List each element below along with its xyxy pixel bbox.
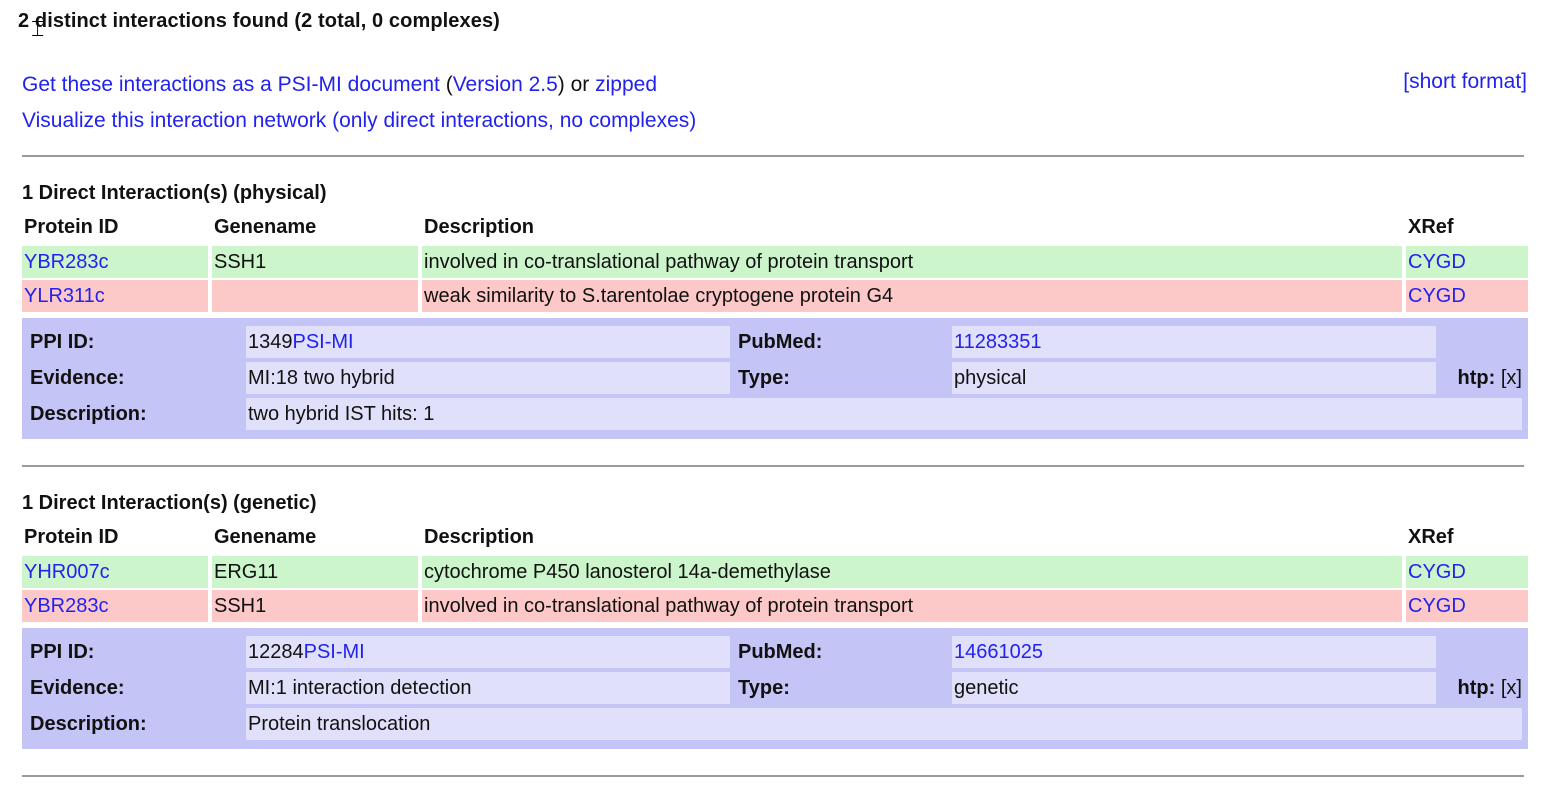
psimi-link[interactable]: PSI-MI [292, 330, 354, 353]
protein-id-cell: YHR007c [22, 556, 212, 588]
protein-table: Protein ID Genename Description XRef YBR… [22, 208, 1528, 314]
short-format-link[interactable]: [short format] [1403, 70, 1527, 93]
or-text: ) or [557, 73, 596, 96]
version-link[interactable]: Version 2.5 [452, 73, 558, 96]
table-row: YLR311c weak similarity to S.tarentolae … [22, 280, 1528, 312]
pubmed-value: 14661025 [952, 636, 1442, 668]
detail-table: PPI ID: 1349PSI-MI PubMed: 11283351 Evid… [28, 322, 1522, 434]
divider [22, 155, 1524, 157]
col-header-xref: XRef [1408, 525, 1454, 548]
htp-label: htp: [1457, 676, 1496, 699]
evidence-value: MI:1 interaction detection [246, 672, 736, 704]
pubmed-label: PubMed: [738, 330, 823, 353]
detail-row-evidence: Evidence: MI:18 two hybrid Type: physica… [28, 362, 1522, 394]
detail-row-description: Description: Protein translocation [28, 708, 1522, 740]
xref-cell: CYGD [1406, 280, 1528, 312]
protein-id-link[interactable]: YBR283c [24, 594, 109, 617]
section-title: 1 Direct Interaction(s) (physical) [22, 182, 327, 204]
ppi-id-label: PPI ID: [30, 330, 95, 353]
col-header-description: Description [424, 215, 535, 238]
type-label: Type: [738, 366, 790, 389]
genename-cell [212, 280, 422, 312]
ppi-id-value: 12284PSI-MI [246, 636, 736, 668]
evidence-value: MI:18 two hybrid [246, 362, 736, 394]
protein-id-cell: YLR311c [22, 280, 212, 312]
description-cell: involved in co-translational pathway of … [422, 590, 1406, 622]
htp-cell: htp: [x] [1442, 672, 1522, 704]
col-header-xref: XRef [1408, 215, 1454, 238]
interaction-detail-box: PPI ID: 12284PSI-MI PubMed: 14661025 Evi… [22, 628, 1528, 749]
description-cell: cytochrome P450 lanosterol 14a-demethyla… [422, 556, 1406, 588]
xref-cell: CYGD [1406, 246, 1528, 278]
genename-cell: SSH1 [212, 590, 422, 622]
type-value: physical [952, 362, 1442, 394]
detail-description-value: two hybrid IST hits: 1 [246, 398, 1522, 430]
xref-link[interactable]: CYGD [1408, 250, 1466, 273]
zipped-link[interactable]: zipped [595, 73, 658, 96]
ppi-id-number: 1349 [248, 330, 293, 353]
protein-table: Protein ID Genename Description XRef YHR… [22, 518, 1528, 624]
col-header-protein-id: Protein ID [24, 215, 119, 238]
detail-row-ppi: PPI ID: 1349PSI-MI PubMed: 11283351 [28, 326, 1522, 358]
col-header-genename: Genename [214, 215, 317, 238]
description-cell: weak similarity to S.tarentolae cryptoge… [422, 280, 1406, 312]
text-cursor-icon: ⌶ [31, 17, 45, 42]
paren-open-text: ( [439, 73, 453, 96]
pubmed-link[interactable]: 11283351 [954, 330, 1042, 353]
visualize-network-link[interactable]: Visualize this interaction network (only… [22, 109, 697, 132]
col-header-protein-id: Protein ID [24, 525, 119, 548]
type-value: genetic [952, 672, 1442, 704]
protein-id-link[interactable]: YBR283c [24, 250, 109, 273]
protein-id-cell: YBR283c [22, 246, 212, 278]
detail-description-label: Description: [30, 402, 147, 425]
htp-value: [x] [1500, 676, 1522, 699]
xref-link[interactable]: CYGD [1408, 284, 1466, 307]
pubmed-value: 11283351 [952, 326, 1442, 358]
table-header-row: Protein ID Genename Description XRef [22, 520, 1528, 554]
detail-table: PPI ID: 12284PSI-MI PubMed: 14661025 Evi… [28, 632, 1522, 744]
genename-cell: ERG11 [212, 556, 422, 588]
protein-id-link[interactable]: YLR311c [24, 284, 105, 307]
detail-row-description: Description: two hybrid IST hits: 1 [28, 398, 1522, 430]
xref-cell: CYGD [1406, 556, 1528, 588]
protein-id-cell: YBR283c [22, 590, 212, 622]
detail-description-label: Description: [30, 712, 147, 735]
ppi-id-label: PPI ID: [30, 640, 95, 663]
divider [22, 465, 1524, 467]
table-row: YBR283c SSH1 involved in co-translationa… [22, 246, 1528, 278]
section-title: 1 Direct Interaction(s) (genetic) [22, 492, 317, 514]
evidence-label: Evidence: [30, 676, 125, 699]
interaction-section-genetic: 1 Direct Interaction(s) (genetic) Protei… [22, 488, 1528, 749]
xref-link[interactable]: CYGD [1408, 594, 1466, 617]
psimi-link[interactable]: PSI-MI [303, 640, 365, 663]
htp-cell: htp: [x] [1442, 362, 1522, 394]
pubmed-link[interactable]: 14661025 [954, 640, 1043, 663]
interaction-detail-box: PPI ID: 1349PSI-MI PubMed: 11283351 Evid… [22, 318, 1528, 439]
detail-description-value: Protein translocation [246, 708, 1522, 740]
htp-label: htp: [1457, 366, 1496, 389]
protein-id-link[interactable]: YHR007c [24, 560, 110, 583]
results-heading: 2 distinct interactions found (2 total, … [18, 10, 500, 32]
export-links: Get these interactions as a PSI-MI docum… [22, 67, 696, 139]
xref-link[interactable]: CYGD [1408, 560, 1466, 583]
ppi-id-number: 12284 [248, 640, 304, 663]
interaction-section-physical: 1 Direct Interaction(s) (physical) Prote… [22, 178, 1528, 439]
description-cell: involved in co-translational pathway of … [422, 246, 1406, 278]
htp-value: [x] [1500, 366, 1522, 389]
psimi-document-link[interactable]: Get these interactions as a PSI-MI docum… [22, 73, 440, 96]
detail-row-evidence: Evidence: MI:1 interaction detection Typ… [28, 672, 1522, 704]
ppi-id-value: 1349PSI-MI [246, 326, 736, 358]
col-header-description: Description [424, 525, 535, 548]
table-row: YBR283c SSH1 involved in co-translationa… [22, 590, 1528, 622]
table-header-row: Protein ID Genename Description XRef [22, 210, 1528, 244]
table-row: YHR007c ERG11 cytochrome P450 lanosterol… [22, 556, 1528, 588]
xref-cell: CYGD [1406, 590, 1528, 622]
col-header-genename: Genename [214, 525, 317, 548]
pubmed-label: PubMed: [738, 640, 823, 663]
detail-row-ppi: PPI ID: 12284PSI-MI PubMed: 14661025 [28, 636, 1522, 668]
divider [22, 775, 1524, 777]
genename-cell: SSH1 [212, 246, 422, 278]
evidence-label: Evidence: [30, 366, 125, 389]
type-label: Type: [738, 676, 790, 699]
